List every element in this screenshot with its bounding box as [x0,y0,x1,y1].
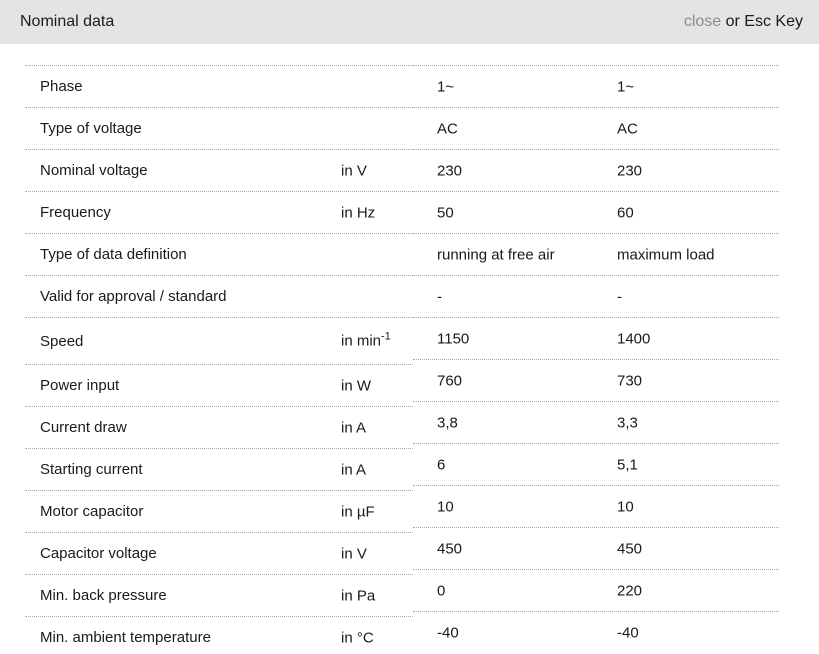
row-label: Min. back pressure [40,587,167,604]
table-row-values: 760 730 [413,359,779,401]
table-row-values: 1150 1400 [413,317,779,359]
row-label: Type of data definition [40,246,187,263]
row-unit: in A [341,461,367,478]
row-unit: in W [341,377,371,394]
row-unit: in Pa [341,587,376,604]
close-button[interactable]: close [683,13,722,30]
table-row-labels: Type of data definition [25,233,413,275]
table-row-labels: Min. back pressure in Pa [25,574,413,616]
row-value-1: AC [437,120,458,137]
row-value-1: 230 [437,162,463,179]
table-row-values: - - [413,275,779,317]
label-column-group: Phase Type of voltage Nominal voltage in… [25,65,413,654]
row-value-2: 1400 [617,330,651,347]
row-value-1: 760 [437,372,463,389]
row-value-1: 50 [437,204,454,221]
row-unit: in V [341,545,367,562]
row-value-2: 1~ [617,78,635,95]
table-row-labels: Type of voltage [25,107,413,149]
row-value-2: -40 [617,624,639,641]
row-value-2: 450 [617,540,643,557]
row-unit: in °C [341,629,374,646]
row-value-2: 10 [617,498,634,515]
table-row-values: 10 10 [413,485,779,527]
table-row-values: 50 60 [413,191,779,233]
table-row-labels: Power input in W [25,364,413,406]
row-label: Power input [40,377,120,394]
row-value-2: AC [617,120,638,137]
table-row-values: 0 220 [413,569,779,611]
table-row-labels: Capacitor voltage in V [25,532,413,574]
row-value-1: 3,8 [437,414,458,431]
row-label: Current draw [40,419,127,436]
table-row-labels: Nominal voltage in V [25,149,413,191]
row-value-1: 6 [437,456,446,473]
row-value-1: 0 [437,582,446,599]
row-value-2: 730 [617,372,643,389]
table-row-labels: Frequency in Hz [25,191,413,233]
row-label: Starting current [40,461,143,478]
value-column-group: 1~ 1~ AC AC 230 230 50 60 running at fre… [413,65,779,653]
row-label: Type of voltage [40,120,142,137]
table-row-labels: Motor capacitor in µF [25,490,413,532]
table-row-values: 230 230 [413,149,779,191]
row-value-2: 220 [617,582,643,599]
dialog-title: Nominal data [20,13,115,30]
row-value-1: 1150 [437,330,470,347]
row-value-2: 3,3 [617,414,638,431]
row-label: Valid for approval / standard [40,288,227,305]
row-value-1: 10 [437,498,454,515]
table-row-values: 450 450 [413,527,779,569]
dialog-titlebar: Nominal data close or Esc Key [0,0,819,44]
row-value-1: running at free air [437,246,555,263]
table-row-labels: Min. ambient temperature in °C [25,616,413,654]
table-row-labels: Speed in min-1 [25,317,413,364]
row-unit: in µF [341,503,375,520]
table-row-values: -40 -40 [413,611,779,653]
row-value-2: - [617,288,622,305]
row-unit: in A [341,419,367,436]
row-value-2: 60 [617,204,634,221]
row-label: Motor capacitor [40,503,144,520]
row-value-1: 450 [437,540,463,557]
row-unit: in V [341,162,367,179]
table-row-values: AC AC [413,107,779,149]
row-label: Min. ambient temperature [40,629,211,646]
table-row-values: 1~ 1~ [413,65,779,107]
row-label: Speed [40,332,84,350]
table-row-values: running at free air maximum load [413,233,779,275]
row-value-1: - [437,288,442,305]
row-label: Frequency [40,204,111,221]
row-value-2: maximum load [617,246,715,263]
close-area: close or Esc Key [684,13,803,31]
row-unit: in min-1 [341,330,391,350]
row-label: Nominal voltage [40,162,148,179]
close-hint-text: or Esc Key [721,13,803,30]
row-value-1: 1~ [437,78,455,95]
table-row-values: 3,8 3,3 [413,401,779,443]
row-unit: in Hz [341,204,376,221]
row-value-1: -40 [437,624,459,641]
row-value-2: 5,1 [617,456,638,473]
table-row-labels: Phase [25,65,413,107]
row-value-2: 230 [617,162,643,179]
table-row-labels: Starting current in A [25,448,413,490]
table-row-labels: Current draw in A [25,406,413,448]
table-row-labels: Valid for approval / standard [25,275,413,317]
row-label: Phase [40,78,83,95]
table-row-values: 6 5,1 [413,443,779,485]
row-label: Capacitor voltage [40,545,157,562]
